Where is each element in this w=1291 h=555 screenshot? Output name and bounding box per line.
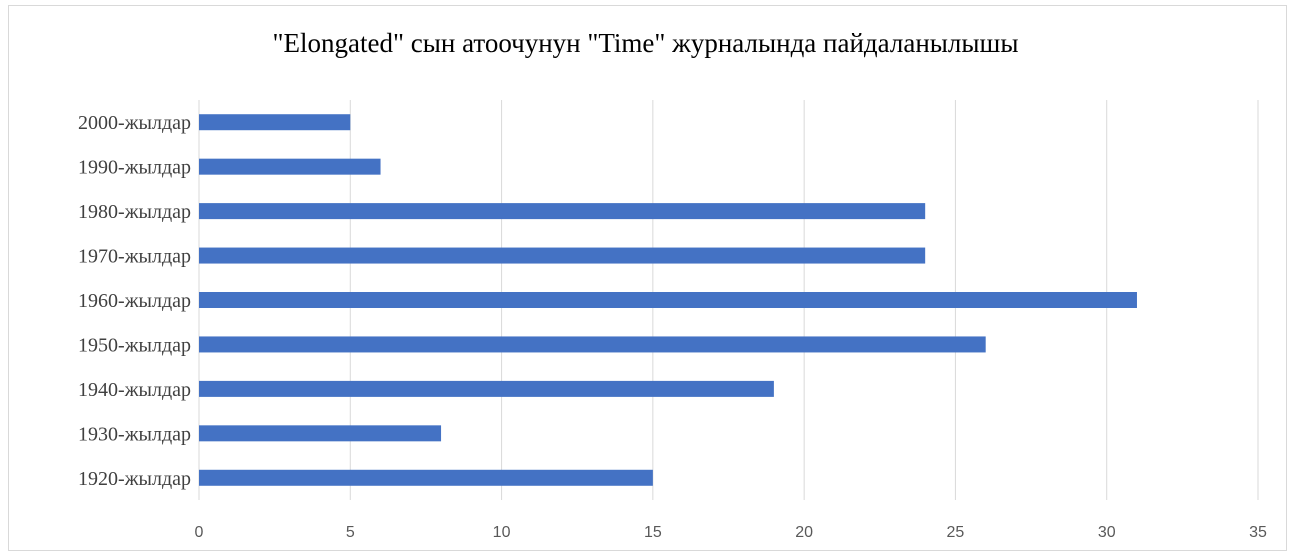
x-tick-label: 10: [493, 524, 511, 541]
x-tick-label: 35: [1249, 524, 1267, 541]
category-label: 1970-жылдар: [78, 246, 191, 268]
bar-7: [199, 425, 442, 442]
x-tick-label: 5: [346, 524, 355, 541]
bar-3: [199, 247, 926, 264]
bar-1: [199, 158, 381, 175]
bar-8: [199, 469, 653, 486]
category-label: 1920-жылдар: [78, 468, 191, 490]
chart-title: "Elongated" сын атоочунун "Time" журналы…: [272, 28, 1019, 58]
category-label: 1930-жылдар: [78, 423, 191, 445]
category-label: 1960-жылдар: [78, 290, 191, 312]
bar-5: [199, 336, 986, 353]
category-label: 1990-жылдар: [78, 157, 191, 179]
category-label: 1940-жылдар: [78, 379, 191, 401]
category-label: 2000-жылдар: [78, 112, 191, 134]
x-tick-label: 30: [1098, 524, 1116, 541]
bar-2: [199, 203, 926, 220]
x-tick-label: 15: [644, 524, 662, 541]
bar-0: [199, 114, 351, 131]
x-tick-label: 25: [947, 524, 965, 541]
x-tick-label: 0: [195, 524, 204, 541]
bar-6: [199, 380, 774, 397]
x-tick-label: 20: [795, 524, 813, 541]
bar-4: [199, 292, 1137, 308]
chart-frame: [8, 5, 1287, 551]
category-label: 1950-жылдар: [78, 334, 191, 356]
category-label: 1980-жылдар: [78, 201, 191, 223]
